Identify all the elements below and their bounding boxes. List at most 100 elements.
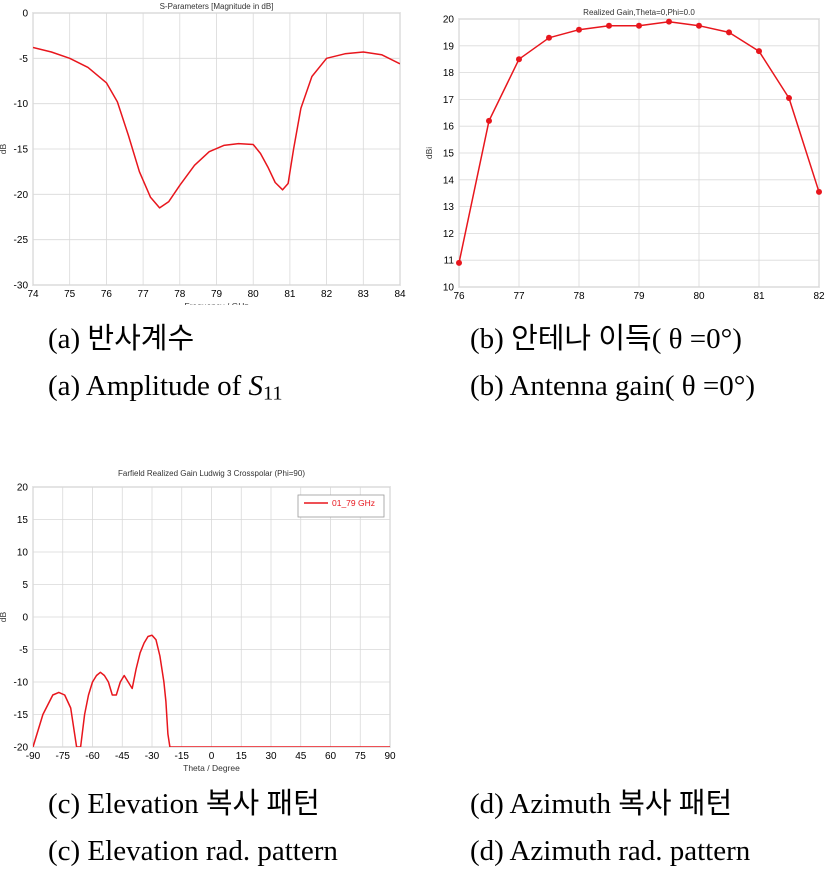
y-tick-label: 15 [443,149,455,160]
data-point [756,48,762,55]
x-tick-label: 90 [384,751,396,762]
y-tick-label: 14 [443,175,455,186]
x-tick-label: 80 [693,291,705,302]
y-tick-label: -5 [19,54,28,65]
y-tick-label: -10 [14,99,29,110]
x-tick-label: 84 [394,289,406,300]
x-tick-label: 78 [174,289,186,300]
x-tick-label: 15 [236,751,248,762]
x-axis-label: Frequency / GHz [184,301,248,305]
x-axis-label: Theta / Degree [183,763,240,773]
azimuth-pattern-chart [415,455,827,775]
y-tick-label: -20 [14,190,29,201]
x-tick-label: 82 [321,289,333,300]
x-tick-label: -60 [85,751,100,762]
x-tick-label: 45 [295,751,307,762]
y-tick-label: 0 [22,9,28,20]
x-tick-label: 76 [453,291,465,302]
s-parameter-chart: S-Parameters [Magnitude in dB] 74 75 76 77 78… [0,2,406,305]
y-tick-label: 19 [443,41,455,52]
realized-gain-chart: Realized Gain,Theta=0,Phi=0.0 76 77 78 79 80 8… [424,8,825,305]
data-point [786,95,792,102]
chart-title: Realized Gain,Theta=0,Phi=0.0 [583,8,695,17]
y-tick-label: 20 [17,483,29,494]
x-tick-label: 78 [573,291,585,302]
y-tick-label: 16 [443,122,455,133]
x-tick-label: 79 [211,289,223,300]
y-tick-label: 10 [17,548,29,559]
y-tick-label: 11 [444,256,455,267]
caption-a-symbol: S [248,370,264,402]
y-tick-label: 15 [17,515,29,526]
x-tick-label: 75 [64,289,76,300]
chart-title: Farfield Realized Gain Ludwig 3 Crosspol… [118,469,305,478]
y-axis-label: dB [0,611,8,622]
x-tick-label: -30 [145,751,160,762]
caption-c-english: (c) Elevation rad. pattern [48,835,338,867]
x-tick-label: -15 [175,751,190,762]
x-tick-label: -75 [56,751,71,762]
data-point [606,22,612,29]
chart-panel-d [415,455,827,775]
data-point [816,188,822,195]
caption-a-english: (a) Amplitude of S11 [48,372,283,404]
y-tick-label: 20 [443,15,455,26]
caption-a-subscript: 11 [263,382,283,405]
legend-label: 01_79 GHz [332,498,375,508]
x-tick-label: 79 [633,291,645,302]
legend-box [297,494,385,518]
y-tick-label: -20 [14,743,29,754]
x-tick-label: 76 [101,289,113,300]
y-tick-label: 0 [22,613,28,624]
y-tick-label: 18 [443,68,455,79]
y-tick-label: -25 [14,235,29,246]
x-tick-label: 82 [813,291,825,302]
y-tick-label: -30 [14,281,29,292]
data-point [576,26,582,33]
data-point [726,29,732,36]
caption-d-english: (d) Azimuth rad. pattern [470,835,751,867]
y-tick-label: -10 [14,678,29,689]
caption-c-korean: (c) Elevation 복사 패턴 [48,788,320,820]
x-tick-label: 77 [138,289,150,300]
x-tick-label: -90 [26,751,41,762]
series-line-1 [33,46,400,209]
caption-b-korean: (b) 안테나 이득( θ =0°) [470,323,742,355]
caption-d-korean: (d) Azimuth 복사 패턴 [470,788,733,820]
x-tick-label: 83 [358,289,370,300]
chart-panel-a: S-Parameters [Magnitude in dB] 74 75 76 77 78… [0,0,410,305]
x-tick-label: 75 [355,751,367,762]
caption-a-korean: (a) 반사계수 [48,323,195,355]
y-tick-label: 5 [22,580,28,591]
data-point [666,18,672,25]
y-tick-label: -5 [19,645,28,656]
y-tick-label: -15 [14,710,29,721]
x-tick-label: 81 [284,289,296,300]
y-tick-label: 10 [443,283,455,294]
x-tick-label: 0 [209,751,215,762]
data-point [456,259,462,266]
x-axis-label: Frequency / GHz [607,303,671,305]
y-axis-label: dB [0,143,8,154]
x-tick-label: 30 [265,751,277,762]
y-tick-label: -15 [14,145,29,156]
y-tick-label: 13 [443,202,455,213]
data-point [546,34,552,41]
x-tick-label: -45 [115,751,130,762]
caption-a-prefix: (a) Amplitude of [48,370,249,402]
data-point [696,22,702,29]
chart-panel-c: Farfield Realized Gain Ludwig 3 Crosspol… [0,455,410,775]
x-tick-label: 60 [325,751,337,762]
data-point [636,22,642,29]
x-tick-label: 74 [27,289,39,300]
series-line-1 [33,634,390,747]
y-tick-label: 12 [443,229,455,240]
caption-b-english: (b) Antenna gain( θ =0°) [470,370,756,402]
x-tick-label: 81 [753,291,765,302]
chart-panel-b: Realized Gain,Theta=0,Phi=0.0 76 77 78 79 80 8… [415,0,827,305]
x-tick-label: 77 [513,291,525,302]
x-tick-label: 80 [248,289,260,300]
y-axis-label: dBi [424,147,434,159]
elevation-pattern-chart: Farfield Realized Gain Ludwig 3 Crosspol… [0,469,396,773]
data-point [486,117,492,124]
